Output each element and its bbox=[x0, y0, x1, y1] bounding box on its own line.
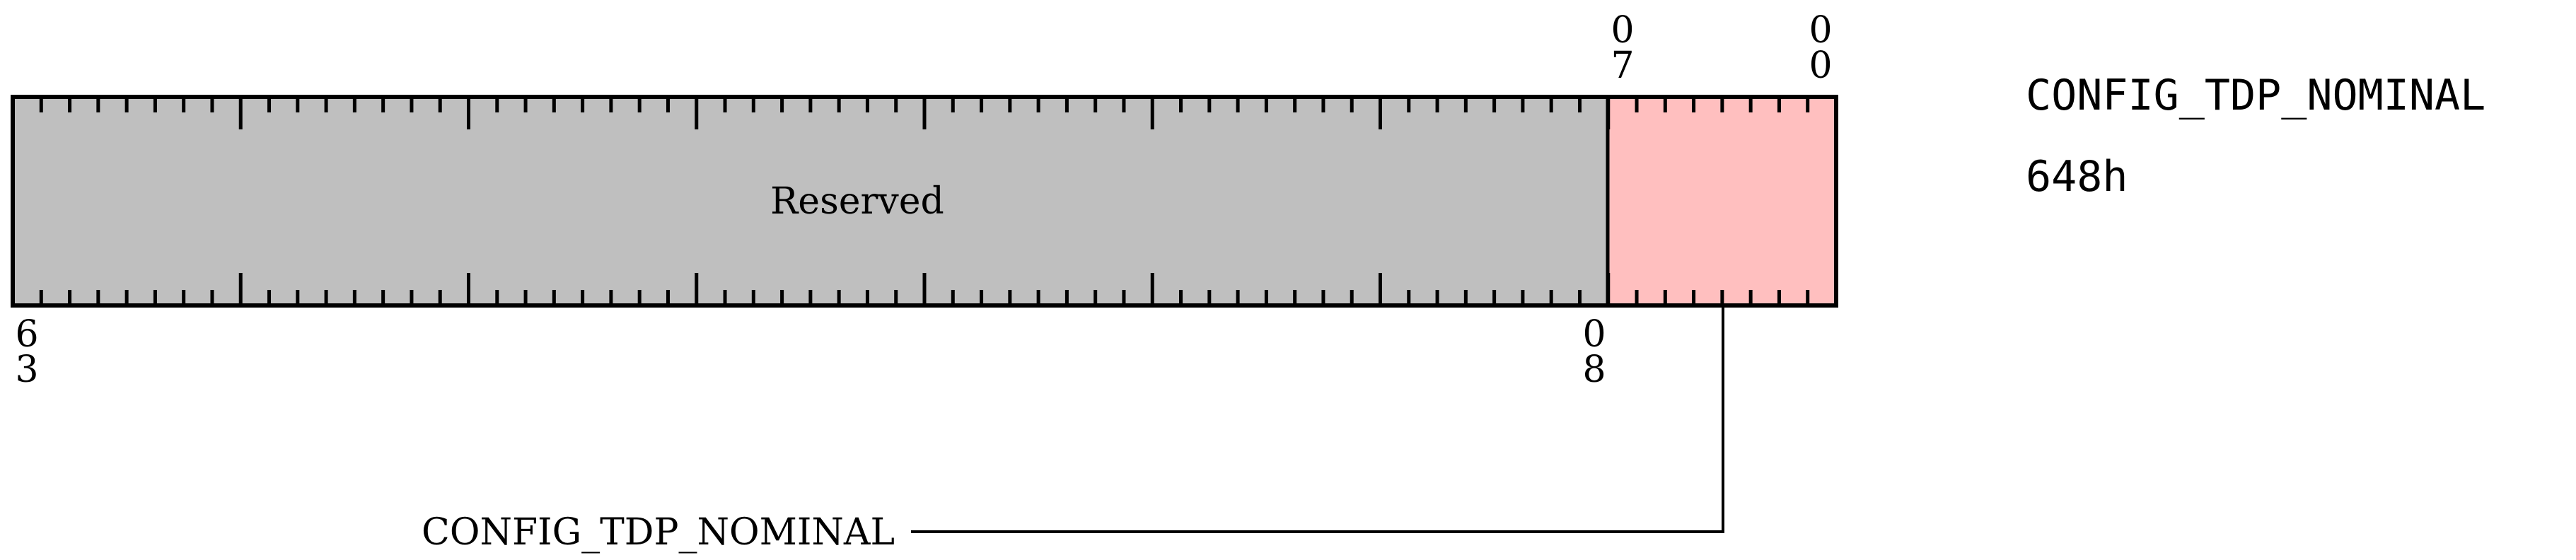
reserved-field bbox=[13, 97, 1608, 305]
callout-field-label: CONFIG_TDP_NOMINAL bbox=[422, 511, 895, 554]
bit-label-0-bottom: 0 bbox=[1809, 45, 1832, 87]
bit-label-8-top: 0 bbox=[1582, 313, 1606, 356]
bit-label-63-top: 6 bbox=[15, 313, 38, 356]
bit-label-0-top: 0 bbox=[1809, 9, 1832, 52]
register-name: CONFIG_TDP_NOMINAL bbox=[2026, 71, 2485, 120]
bit-label-7-bottom: 7 bbox=[1611, 45, 1634, 87]
callout-leader-line bbox=[911, 305, 1724, 533]
bit-ticks bbox=[39, 97, 1810, 305]
config-tdp-nominal-field bbox=[1608, 97, 1836, 305]
bit-label-63-bottom: 3 bbox=[15, 349, 38, 391]
bit-label-8-bottom: 8 bbox=[1582, 349, 1606, 391]
bit-label-7-top: 0 bbox=[1611, 9, 1634, 52]
reserved-label: Reserved bbox=[770, 180, 944, 223]
register-outline bbox=[11, 95, 1838, 308]
register-address: 648h bbox=[2026, 152, 2128, 202]
